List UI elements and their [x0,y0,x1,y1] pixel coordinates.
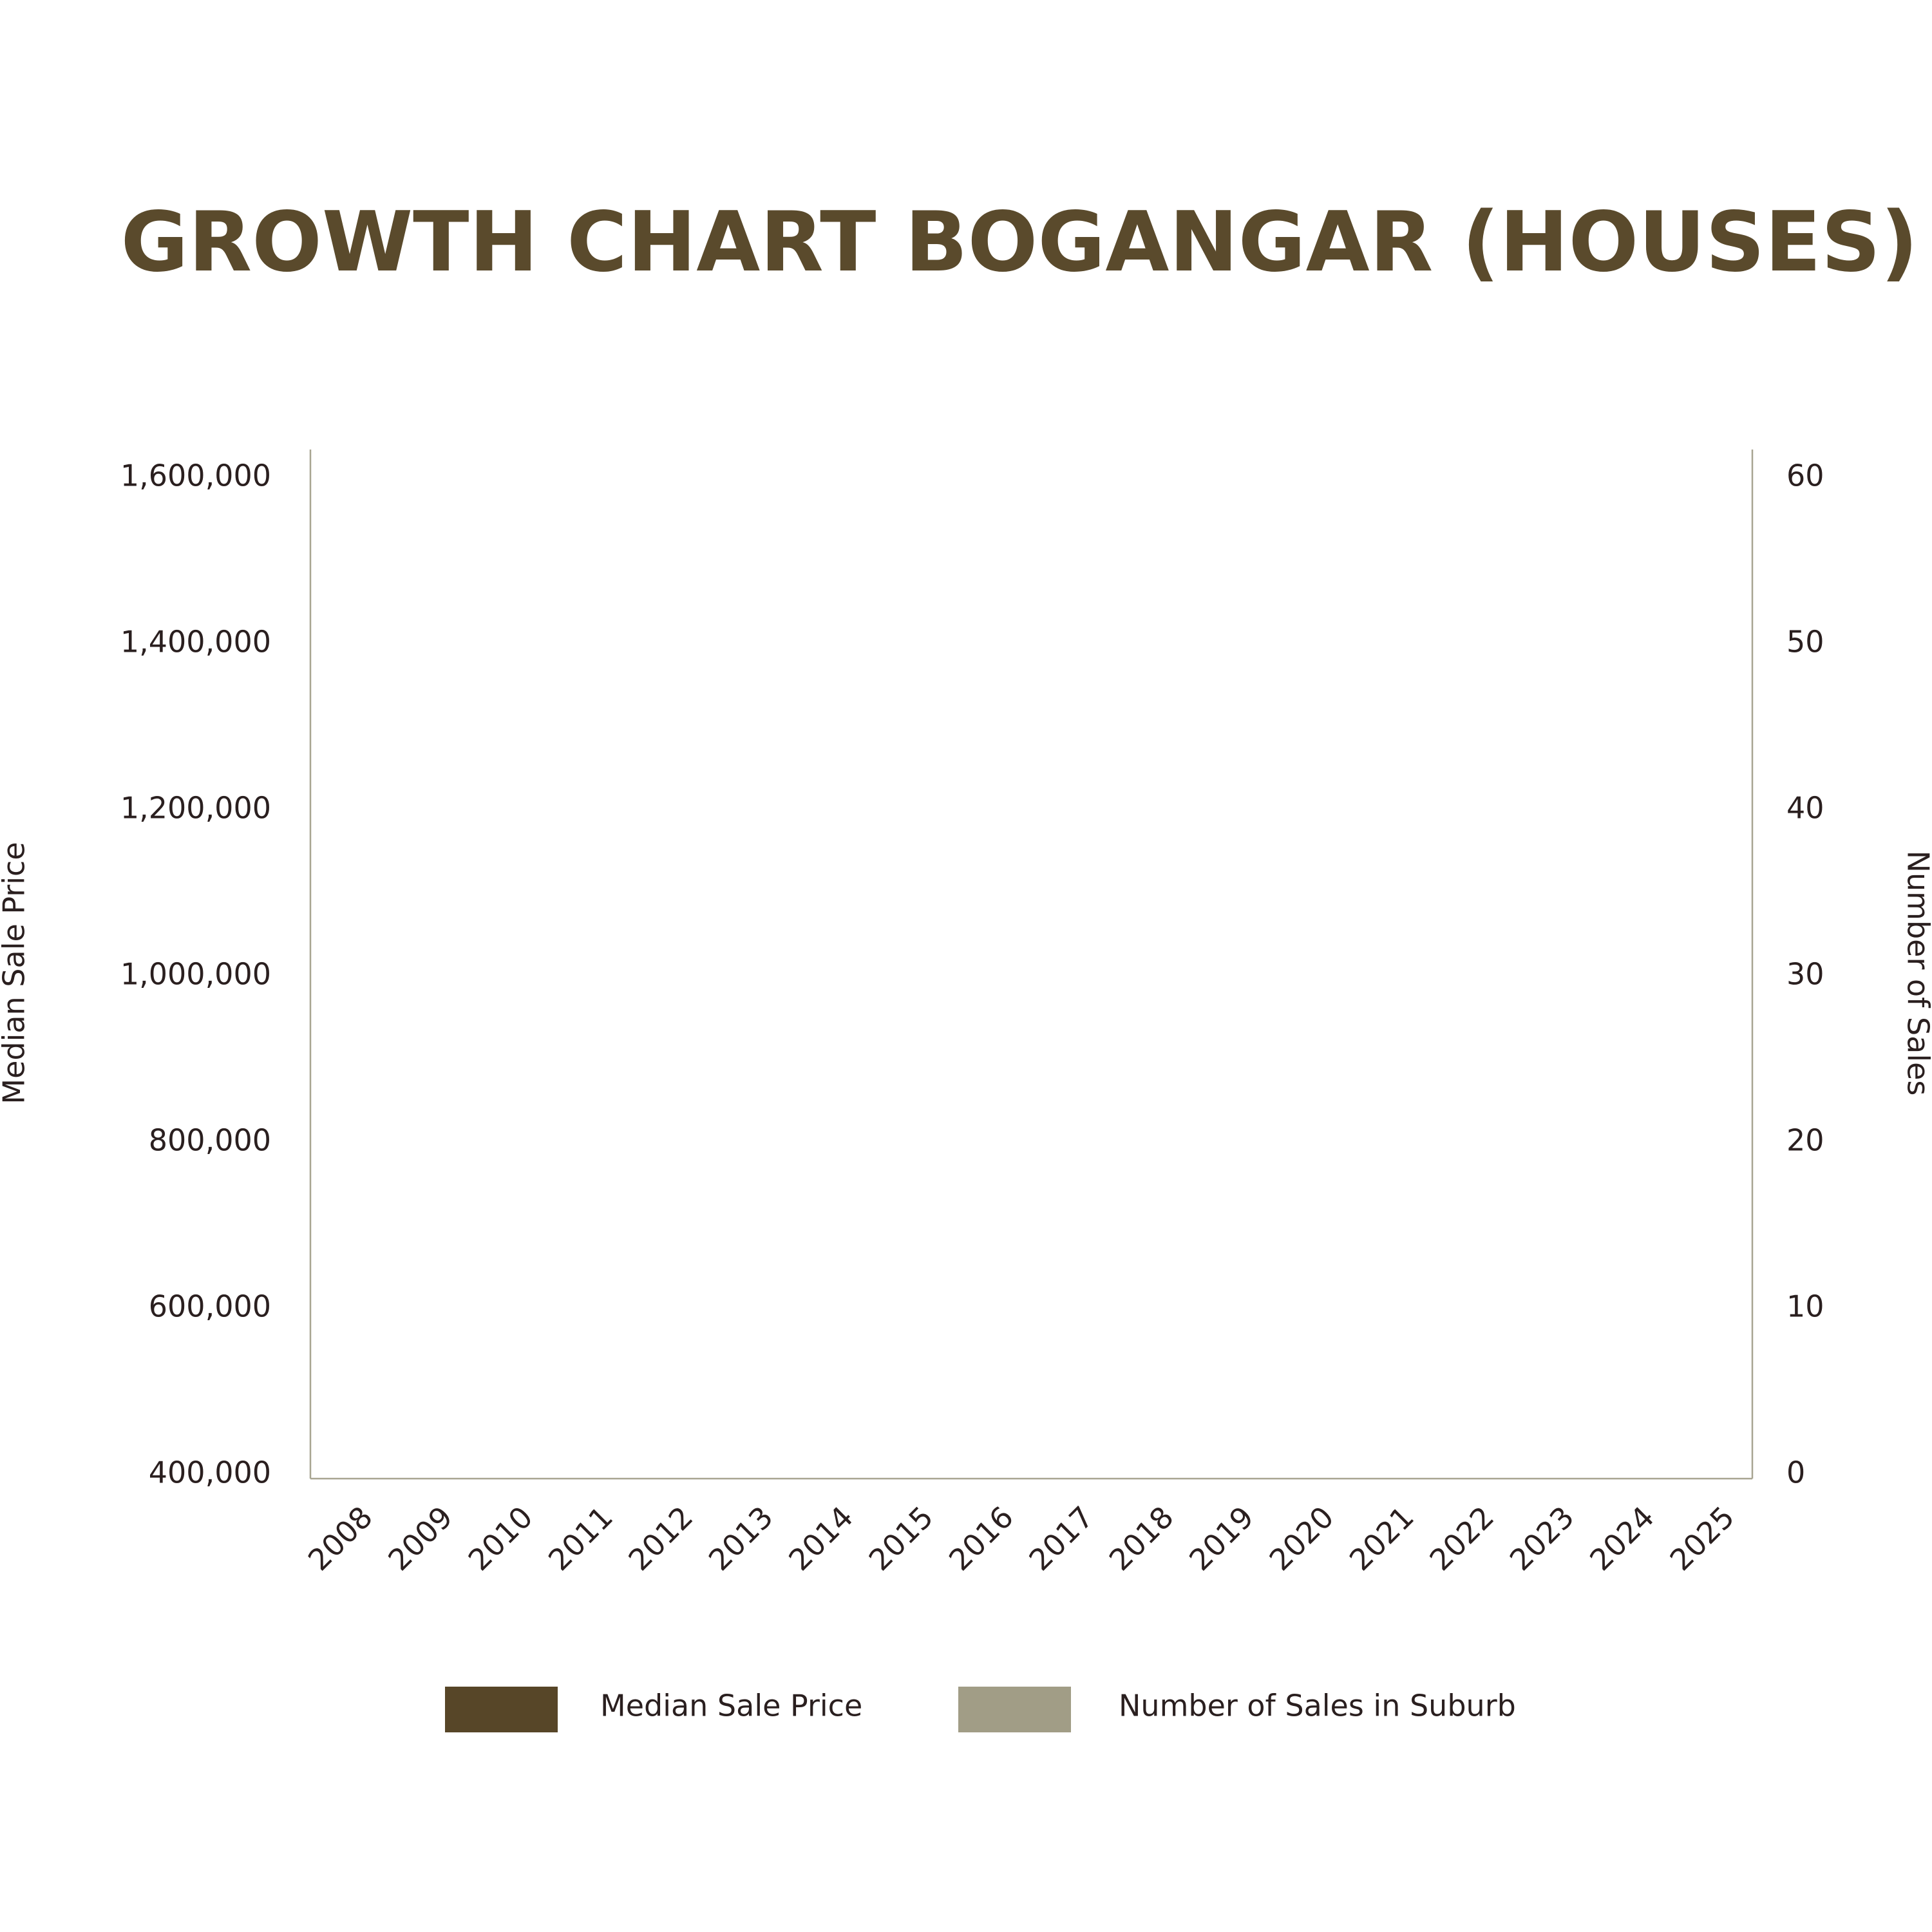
y-tick-label: 1,000,000 [120,957,271,992]
x-tick-label: 2020 [1263,1499,1341,1577]
y2-tick-label: 10 [1786,1289,1824,1324]
y-tick-label: 800,000 [149,1123,271,1158]
x-tick-label: 2011 [542,1499,620,1577]
y2-tick-label: 0 [1786,1455,1805,1490]
y-tick-label: 1,200,000 [120,791,271,826]
x-tick-label: 2014 [782,1499,860,1577]
x-tick-label: 2019 [1182,1499,1260,1577]
x-tick-label: 2022 [1423,1499,1501,1577]
x-tick-label: 2021 [1343,1499,1421,1577]
x-tick-label: 2012 [621,1499,699,1577]
y2-tick-label: 50 [1786,625,1824,659]
y2-axis-title: Number of Sales [1901,851,1932,1096]
y-tick-label: 600,000 [149,1289,271,1324]
y-tick-label: 1,400,000 [120,625,271,659]
x-tick-label: 2009 [381,1499,459,1577]
x-tick-label: 2024 [1583,1499,1661,1577]
x-tick-label: 2018 [1103,1499,1180,1577]
x-tick-label: 2010 [462,1499,540,1577]
x-tick-label: 2008 [301,1499,379,1577]
chart-title: GROWTH CHART BOGANGAR (HOUSES) [121,194,1918,290]
legend-label: Median Sale Price [600,1689,862,1723]
y-axis-title: Median Sale Price [0,842,32,1104]
legend-label: Number of Sales in Suburb [1119,1689,1516,1723]
legend-swatch [445,1687,558,1732]
y2-tick-label: 30 [1786,957,1824,992]
legend-swatch [958,1687,1071,1732]
y2-tick-label: 20 [1786,1123,1824,1158]
y-tick-label: 400,000 [149,1455,271,1490]
x-tick-label: 2023 [1503,1499,1581,1577]
x-tick-label: 2025 [1663,1499,1741,1577]
x-tick-label: 2016 [942,1499,1020,1577]
y-tick-label: 1,600,000 [120,459,271,493]
y2-tick-label: 60 [1786,459,1824,493]
x-tick-label: 2017 [1022,1499,1100,1577]
x-tick-label: 2013 [702,1499,780,1577]
y2-tick-label: 40 [1786,791,1824,826]
x-tick-label: 2015 [862,1499,940,1577]
